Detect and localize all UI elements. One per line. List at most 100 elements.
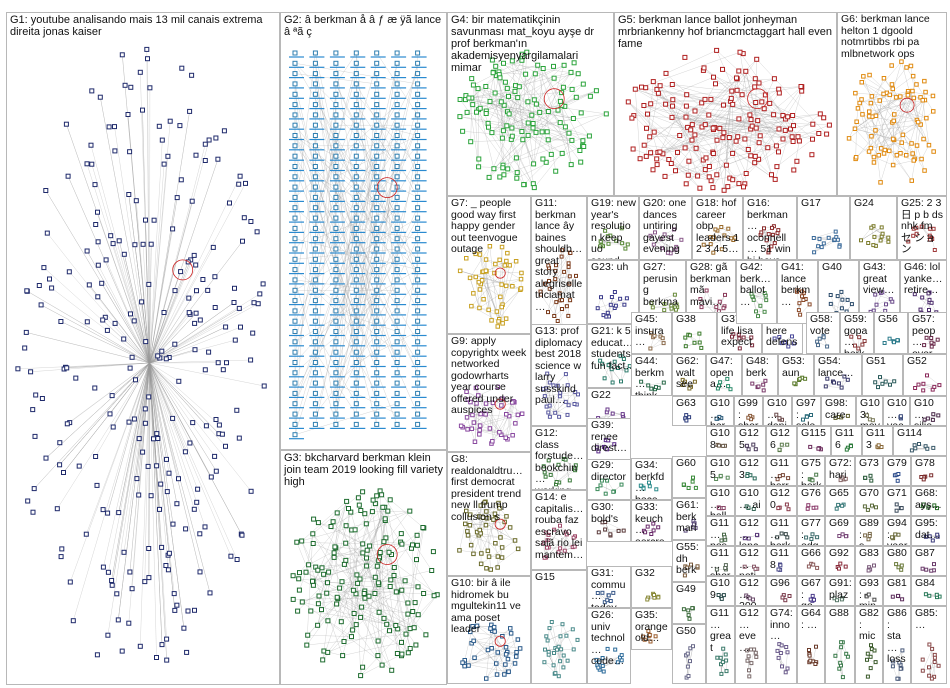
- group-label: G75: berk…: [801, 457, 822, 486]
- node: [394, 153, 400, 159]
- node: [483, 522, 489, 528]
- node: [492, 270, 497, 276]
- group-graph-g111: [719, 532, 728, 543]
- node: [860, 112, 865, 117]
- node: [717, 299, 722, 304]
- node: [333, 91, 339, 97]
- node: [912, 292, 917, 297]
- node: [219, 431, 225, 437]
- node: [807, 648, 811, 652]
- node: [353, 246, 359, 252]
- group-graph-g127: [742, 564, 760, 571]
- group-label: G118: [770, 547, 790, 571]
- node: [324, 590, 330, 596]
- node: [723, 162, 729, 168]
- node: [292, 256, 298, 262]
- node: [394, 411, 400, 417]
- node: [164, 636, 170, 642]
- node: [786, 344, 791, 349]
- node: [663, 70, 669, 76]
- node: [619, 226, 624, 231]
- node: [197, 317, 203, 323]
- node: [801, 298, 806, 302]
- node: [353, 215, 359, 221]
- node: [333, 370, 339, 376]
- node: [292, 267, 298, 273]
- node: [333, 184, 339, 190]
- node: [514, 654, 519, 659]
- node: [814, 505, 819, 510]
- group-graph-g29: [595, 478, 624, 496]
- node: [312, 370, 318, 376]
- group-nodes: [832, 596, 845, 603]
- node: [935, 337, 940, 342]
- node: [695, 173, 701, 179]
- node: [564, 304, 569, 309]
- node: [557, 98, 563, 104]
- node: [292, 318, 298, 324]
- node: [110, 424, 116, 430]
- node: [910, 73, 916, 79]
- node: [61, 470, 66, 475]
- node: [625, 242, 630, 247]
- node: [798, 84, 804, 89]
- node: [921, 502, 926, 507]
- node: [730, 150, 736, 156]
- node: [573, 463, 578, 468]
- node: [784, 502, 789, 507]
- node: [353, 318, 359, 324]
- node: [457, 97, 463, 102]
- node: [109, 393, 115, 399]
- node: [215, 156, 221, 162]
- node: [164, 456, 169, 462]
- node: [720, 135, 726, 141]
- node: [735, 134, 741, 140]
- node: [394, 122, 400, 128]
- group-nodes: [906, 224, 937, 252]
- group-g94: G94: year…: [883, 516, 911, 546]
- node: [105, 569, 111, 575]
- group-label: G12… 200…: [739, 577, 759, 606]
- node: [776, 228, 781, 233]
- node: [613, 647, 618, 652]
- node: [353, 370, 359, 376]
- node: [415, 143, 421, 149]
- group-label: G64: …: [801, 607, 821, 631]
- node: [140, 241, 146, 247]
- node: [415, 102, 421, 108]
- node: [872, 648, 877, 653]
- node: [742, 136, 748, 142]
- node: [868, 473, 873, 478]
- node: [292, 339, 298, 345]
- node: [861, 74, 866, 79]
- node: [121, 336, 127, 342]
- node: [810, 593, 815, 598]
- node: [639, 379, 644, 384]
- node: [654, 487, 659, 492]
- node: [807, 653, 812, 658]
- node: [178, 269, 184, 275]
- node: [359, 604, 365, 610]
- node: [764, 238, 769, 243]
- node: [932, 248, 937, 252]
- node: [610, 380, 615, 385]
- group-graph-g59: [849, 334, 867, 351]
- node: [374, 380, 380, 386]
- group-nodes: [838, 475, 848, 483]
- node: [654, 156, 660, 162]
- node: [374, 205, 380, 211]
- node: [683, 344, 688, 349]
- node: [852, 126, 858, 131]
- node: [464, 109, 470, 115]
- group-g60: G60: [672, 456, 706, 498]
- node: [845, 413, 850, 418]
- node: [185, 608, 191, 614]
- group-g92: G92: [825, 546, 855, 576]
- node: [648, 150, 654, 156]
- node: [737, 346, 742, 351]
- group-label: G87: [915, 547, 935, 559]
- node: [782, 127, 788, 133]
- node: [321, 571, 327, 577]
- node: [869, 94, 875, 99]
- node: [786, 476, 791, 481]
